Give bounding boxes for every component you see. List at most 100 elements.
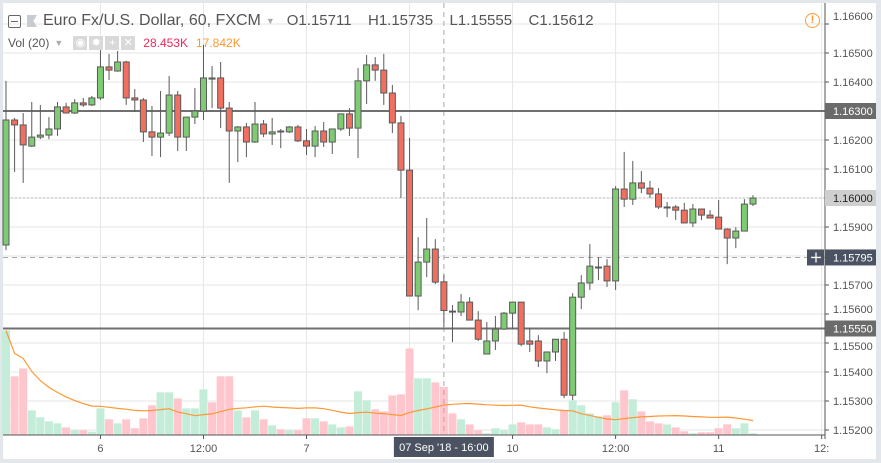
candle-body (225, 107, 233, 132)
candle-body (406, 169, 414, 297)
candle-body (199, 77, 207, 112)
candle-body (79, 102, 87, 106)
crosshair-price-badge (825, 249, 876, 266)
volume-bar (405, 348, 414, 435)
eye-icon[interactable]: ◉ (73, 36, 88, 50)
flag-icon[interactable] (27, 15, 37, 27)
volume-bar (27, 410, 36, 435)
volume-bar (517, 422, 526, 435)
price-tick-label: 1.16200 (833, 135, 873, 147)
price-tick-label: 1.15300 (833, 396, 873, 408)
candle-body (294, 126, 302, 142)
candle-body (577, 282, 585, 298)
volume-bar (285, 430, 294, 435)
volume-bar (680, 431, 689, 435)
candle-body (320, 130, 328, 143)
price-tick-label: 1.16600 (833, 11, 873, 23)
candle-body (663, 206, 671, 209)
candle-body (105, 66, 113, 71)
candle-body (491, 328, 499, 342)
volume-bar (748, 433, 757, 435)
volume-bar (225, 376, 234, 435)
candle-body (165, 94, 173, 134)
candle-body (697, 208, 705, 216)
candle-body (629, 182, 637, 200)
price-tick-label: 1.16100 (833, 164, 873, 176)
volume-bar (525, 424, 534, 435)
price-tick-label: 1.16400 (833, 77, 873, 89)
gear-icon[interactable]: ✹ (89, 36, 104, 50)
volume-bar (165, 392, 174, 435)
volume-bar (199, 389, 208, 435)
collapse-icon[interactable] (8, 14, 21, 28)
candle-body (423, 248, 431, 263)
volume-bar (190, 408, 199, 435)
candle-body (749, 197, 757, 205)
symbol-legend: Euro Fx/U.S. Dollar, 60, FXCM ▼ O1.15711… (8, 12, 594, 30)
volume-bar (620, 390, 629, 435)
time-tick-label: 7 (303, 443, 309, 455)
volume-bar (508, 424, 517, 435)
volume-bar (250, 410, 259, 435)
volume-bar (396, 394, 405, 435)
volume-bar (637, 411, 646, 435)
volume-bar (414, 378, 423, 435)
volume-bar (474, 430, 483, 435)
price-tick-label: 1.15900 (833, 222, 873, 234)
candle-body (337, 113, 345, 130)
volume-bar (611, 402, 620, 435)
candle-body (28, 136, 36, 147)
ohlc-values: O1.15711 H1.15735 L1.15555 C1.15612 (275, 12, 594, 30)
candle-body (680, 209, 688, 224)
time-tick-label: 6 (97, 443, 103, 455)
alert-icon[interactable]: ! (805, 13, 820, 28)
volume-bar (87, 431, 96, 435)
candle-body (594, 266, 602, 269)
candle-body (148, 131, 156, 138)
volume-bar (422, 378, 431, 435)
volume-bar (560, 410, 569, 435)
volume-bar (697, 432, 706, 435)
candle-body (36, 134, 44, 138)
candle-body (397, 122, 405, 171)
close-icon[interactable]: ✕ (121, 36, 136, 50)
candle-body (431, 248, 439, 283)
candle-body (474, 319, 482, 340)
symbol-title[interactable]: Euro Fx/U.S. Dollar, 60, FXCM (43, 12, 261, 29)
chevron-down-icon[interactable]: ▼ (265, 16, 275, 26)
candle-body (440, 281, 448, 312)
candle-body (414, 261, 422, 297)
candle-body (509, 301, 517, 314)
volume-bar (577, 405, 586, 435)
candle-body (328, 128, 336, 143)
volume-bar (706, 432, 715, 435)
candle-body (543, 351, 551, 362)
volume-bar (328, 424, 337, 435)
volume-bar (603, 415, 612, 435)
volume-bar (585, 413, 594, 435)
volume-bar (79, 430, 88, 435)
level-price-label: 1.15550 (833, 324, 873, 336)
volume-indicator-label[interactable]: Vol (20) (8, 36, 50, 50)
volume-bar (379, 411, 388, 435)
last-price-badge (825, 190, 876, 206)
volume-bar (723, 424, 732, 435)
candle-body (11, 119, 19, 126)
plus-icon[interactable]: + (105, 36, 120, 50)
candle-body (526, 340, 534, 345)
volume-bar (173, 398, 182, 435)
candle-body (586, 265, 594, 284)
candle-body (380, 69, 388, 94)
volume-bar (182, 408, 191, 435)
volume-bar (62, 427, 71, 435)
volume-ma-value: 17.842K (196, 36, 241, 50)
volume-bar (465, 424, 474, 435)
volume-bar (208, 402, 217, 435)
volume-bar (276, 429, 285, 435)
volume-bar (499, 430, 508, 435)
chevron-down-icon[interactable]: ▼ (54, 38, 64, 48)
volume-ma-line (5, 330, 754, 422)
volume-bar (293, 430, 302, 435)
volume-bar (491, 428, 500, 435)
